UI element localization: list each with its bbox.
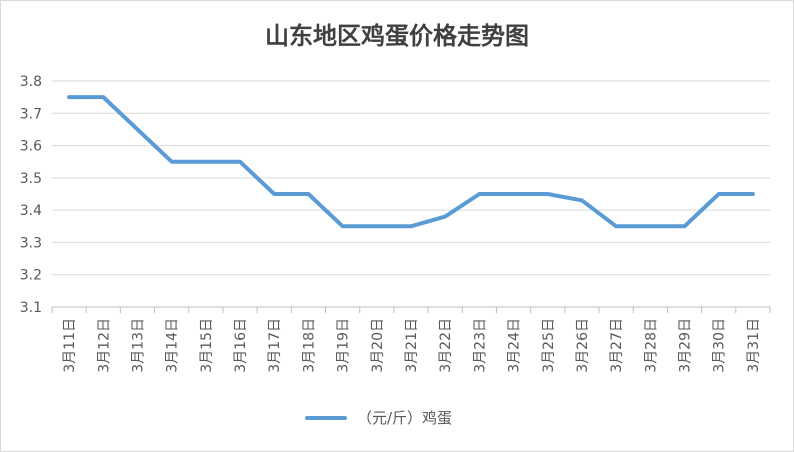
data-point [513, 193, 515, 195]
data-point [342, 225, 344, 227]
data-point [68, 96, 70, 98]
x-tick-label: 3月29日 [678, 318, 694, 373]
data-point [376, 225, 378, 227]
x-tick-label: 3月15日 [199, 318, 215, 373]
data-point [307, 193, 309, 195]
legend-label: （元/斤）鸡蛋 [357, 409, 453, 427]
data-point [547, 193, 549, 195]
data-point [649, 225, 651, 227]
y-tick-label: 3.1 [20, 300, 42, 316]
y-tick-label: 3.7 [20, 106, 42, 122]
x-tick-label: 3月24日 [507, 318, 523, 373]
x-tick-label: 3月25日 [541, 318, 557, 373]
y-tick-label: 3.3 [20, 235, 42, 251]
data-point [102, 96, 104, 98]
x-tick-label: 3月31日 [746, 318, 762, 373]
data-point [684, 225, 686, 227]
data-point [171, 161, 173, 163]
y-tick-label: 3.5 [20, 171, 42, 187]
x-tick-label: 3月19日 [336, 318, 352, 373]
data-point [410, 225, 412, 227]
data-point [478, 193, 480, 195]
x-tick-label: 3月14日 [165, 318, 181, 373]
x-tick-label: 3月20日 [370, 318, 386, 373]
chart-legend: （元/斤）鸡蛋 [305, 407, 452, 428]
y-tick-label: 3.8 [20, 74, 42, 90]
x-tick-label: 3月27日 [609, 318, 625, 373]
data-point [615, 225, 617, 227]
x-tick-label: 3月23日 [472, 318, 488, 373]
x-tick-label: 3月12日 [96, 318, 112, 373]
x-tick-label: 3月13日 [130, 318, 146, 373]
data-point [752, 193, 754, 195]
data-point [136, 128, 138, 130]
x-tick-label: 3月28日 [643, 318, 659, 373]
x-tick-label: 3月21日 [404, 318, 420, 373]
x-tick-label: 3月26日 [575, 318, 591, 373]
x-tick-label: 3月30日 [712, 318, 728, 373]
x-tick-label: 3月16日 [233, 318, 249, 373]
x-tick-label: 3月22日 [438, 318, 454, 373]
y-tick-label: 3.4 [20, 203, 42, 219]
y-tick-label: 3.6 [20, 139, 42, 155]
legend-swatch [305, 415, 347, 420]
x-tick-label: 3月17日 [267, 318, 283, 373]
data-point [239, 161, 241, 163]
data-point [273, 193, 275, 195]
x-tick-label: 3月11日 [62, 318, 78, 373]
y-tick-label: 3.2 [20, 268, 42, 284]
data-point [581, 199, 583, 201]
chart-title: 山东地区鸡蛋价格走势图 [265, 21, 529, 50]
x-tick-label: 3月18日 [301, 318, 317, 373]
data-point [205, 161, 207, 163]
data-point [444, 216, 446, 218]
data-point [718, 193, 720, 195]
